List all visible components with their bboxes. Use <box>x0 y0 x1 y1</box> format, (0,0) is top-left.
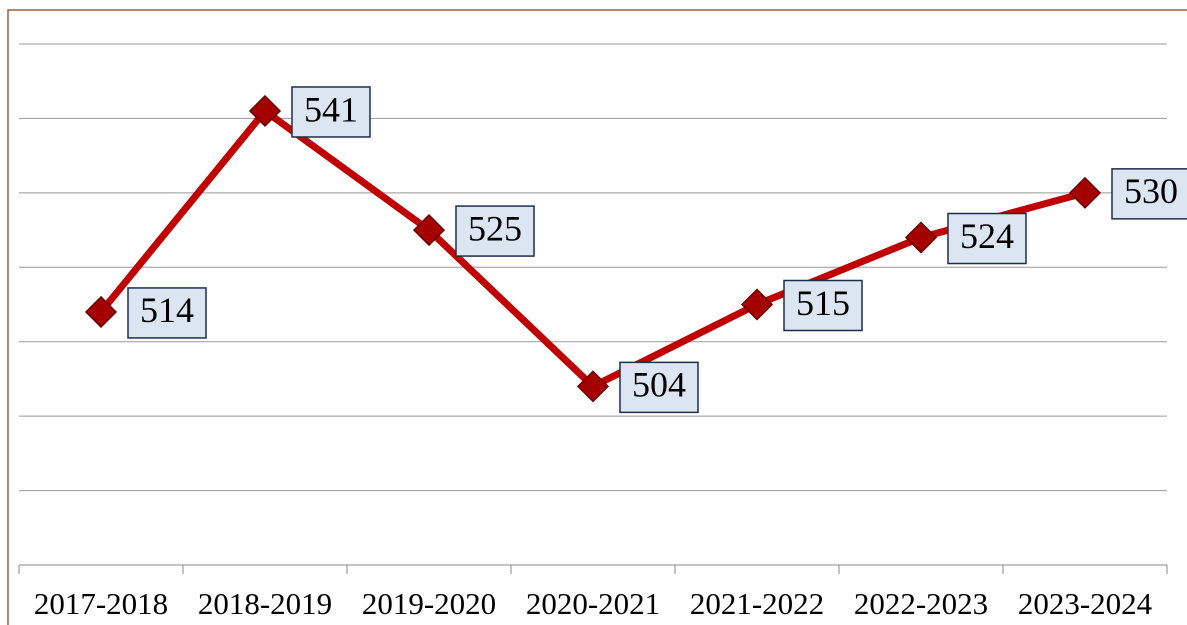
marker <box>412 214 446 247</box>
data-label: 504 <box>632 365 686 405</box>
marker <box>84 295 118 329</box>
data-label: 541 <box>304 89 358 129</box>
data-label: 514 <box>140 290 194 330</box>
data-label-box <box>291 86 371 138</box>
x-tick-label: 2018-2019 <box>198 586 332 621</box>
data-label-box <box>455 205 535 257</box>
marker <box>740 288 774 321</box>
data-label: 525 <box>468 208 522 248</box>
marker <box>248 94 282 128</box>
x-tick-label: 2023-2024 <box>1018 586 1153 621</box>
marker <box>904 221 938 254</box>
x-tick-label: 2020-2021 <box>526 586 660 621</box>
data-label: 524 <box>960 216 1014 256</box>
data-label-box <box>783 279 863 332</box>
data-label: 515 <box>796 283 850 323</box>
chart-border <box>7 9 1187 625</box>
line <box>98 107 1086 390</box>
x-tick-label: 2021-2022 <box>690 586 824 621</box>
data-label-box <box>1111 168 1187 220</box>
x-tick-label: 2022-2023 <box>854 586 988 621</box>
x-tick-label: 2019-2020 <box>362 586 496 621</box>
marker <box>1068 176 1102 209</box>
data-label-box <box>619 361 699 414</box>
x-tick-label: 2017-2018 <box>34 586 168 621</box>
marker <box>576 370 610 403</box>
data-label-box <box>947 212 1027 265</box>
data-label: 530 <box>1124 171 1178 211</box>
data-label-box <box>127 287 207 339</box>
